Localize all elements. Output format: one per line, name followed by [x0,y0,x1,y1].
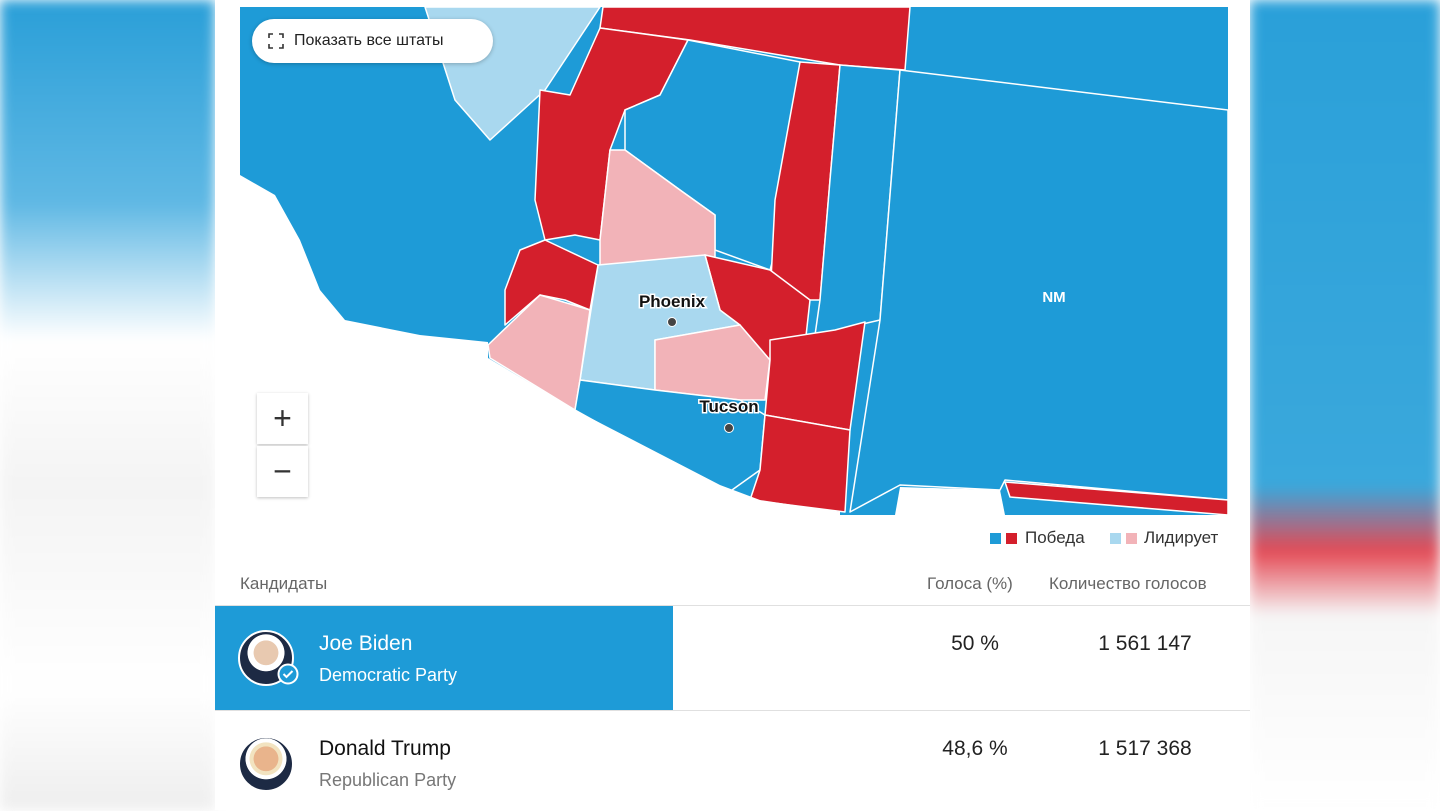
land-outside [240,175,840,515]
show-all-button[interactable]: Показать все штаты [252,19,493,63]
map[interactable]: Phoenix Tucson NM [240,7,1228,515]
vote-percent: 48,6 % [942,737,1008,760]
blurred-background [1250,0,1440,810]
candidate-photo [238,736,294,792]
blurred-background [0,0,215,810]
city-label: Tucson [699,397,758,416]
state-label: NM [1042,289,1065,306]
vote-percent: 50 % [951,632,999,655]
zoom-in[interactable]: + [257,393,308,444]
candidate-photo [238,630,294,686]
candidate-row[interactable] [215,605,1250,710]
button-label: Показать все штаты [294,32,444,49]
region[interactable] [849,69,1228,513]
region[interactable] [749,414,851,513]
candidate-name: Donald Trump [319,737,451,760]
city-dot [667,317,677,327]
vote-count: 1 517 368 [1098,737,1192,760]
candidate-row[interactable] [215,710,1250,811]
column-header: Количество голосов [1049,574,1207,593]
candidate-party: Republican Party [319,770,457,790]
zoom-out[interactable]: − [257,446,308,497]
column-header: Кандидаты [240,574,328,593]
legend-swatch [1006,533,1017,544]
column-header: Голоса (%) [927,574,1013,593]
legend-swatch [1126,533,1137,544]
winner-check [277,663,299,685]
vote-count: 1 561 147 [1098,632,1192,655]
region[interactable] [764,321,866,431]
city-dot [724,423,734,433]
region[interactable] [1004,481,1228,515]
candidate-name: Joe Biden [319,632,413,655]
expand-icon [268,33,284,49]
legend-label: Победа [1025,528,1085,547]
city-label: Phoenix [639,292,706,311]
legend-label: Лидирует [1144,528,1219,547]
legend-swatch [1110,533,1121,544]
legend-swatch [990,533,1001,544]
land-outside [895,487,1005,515]
candidate-party: Democratic Party [319,665,458,685]
